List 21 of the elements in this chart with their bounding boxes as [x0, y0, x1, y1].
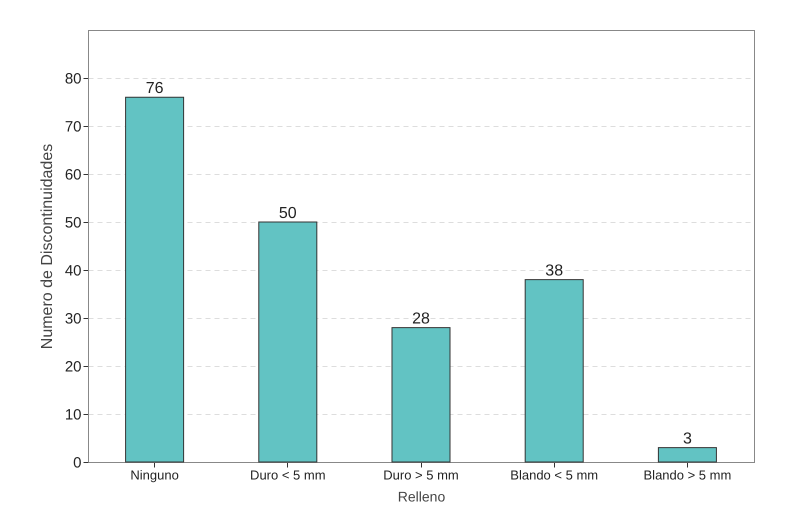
- y-tick-label: 60: [64, 166, 82, 184]
- y-tick-label: 70: [64, 118, 82, 136]
- data-label: 50: [278, 205, 297, 222]
- x-axis-title: Relleno: [398, 488, 446, 504]
- y-tick-label: 0: [73, 454, 82, 472]
- y-tick-label: 30: [64, 310, 82, 328]
- x-tick-label: Blando > 5 mm: [644, 468, 732, 482]
- y-tick-label: 80: [64, 70, 82, 88]
- y-tick-label: 20: [64, 358, 82, 376]
- y-tick-label: 50: [64, 214, 82, 232]
- data-label: 28: [412, 310, 430, 328]
- data-label: 76: [146, 80, 164, 98]
- data-label: 3: [682, 430, 692, 448]
- x-tick-label: Ninguno: [130, 468, 179, 482]
- data-label: 38: [545, 262, 564, 280]
- y-tick-label: 10: [64, 406, 82, 424]
- x-tick-label: Duro < 5 mm: [250, 468, 326, 482]
- x-tick-label: Blando < 5 mm: [510, 468, 598, 482]
- y-tick-label: 40: [64, 262, 82, 280]
- y-axis-title: Numero de Discontinuidades: [38, 144, 56, 350]
- x-tick-label: Duro > 5 mm: [383, 468, 459, 482]
